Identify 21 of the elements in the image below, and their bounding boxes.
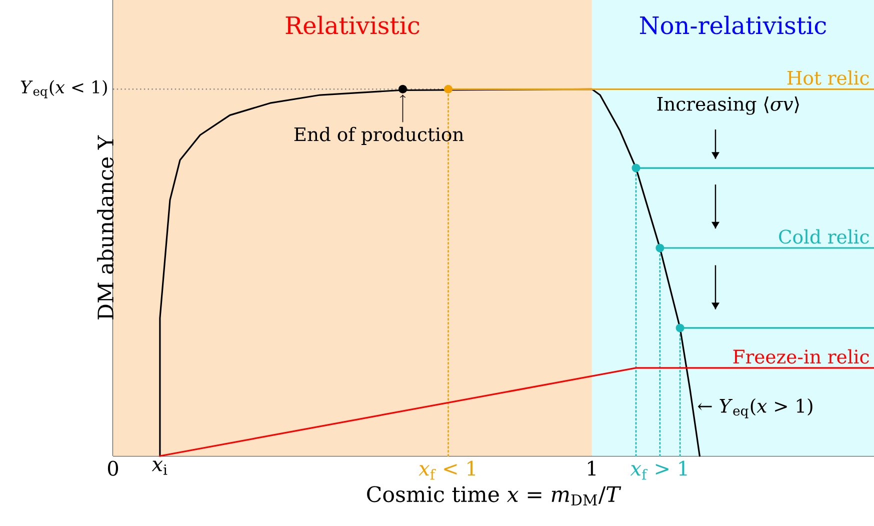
annotation: ← Y$_{eq}$(x > 1) <box>698 398 812 418</box>
series-label: Freeze-in relic <box>733 349 869 364</box>
y-axis-title: DM abundance Y <box>97 135 114 320</box>
point <box>398 84 408 94</box>
point <box>676 324 684 332</box>
band-label: Relativistic <box>286 16 420 34</box>
series-label: Cold relic <box>779 229 869 244</box>
x-tick-label: x$_{i}$ <box>152 460 168 475</box>
point <box>656 244 664 252</box>
x-tick-label: 1 <box>588 460 596 476</box>
x-tick-label: x$_{f}$ < 1 <box>418 460 476 480</box>
ref-line-label: Y$_{eq}$(x < 1) <box>20 80 107 98</box>
band-label: Non-relativistic <box>640 16 826 34</box>
x-tick-label: x$_{f}$ > 1 <box>630 460 687 480</box>
x-axis-title: Cosmic time x = m$_{DM}$/T <box>367 486 622 506</box>
point <box>632 164 640 172</box>
series-label: Hot relic <box>787 70 869 85</box>
annotation: Increasing ⟨σv⟩ <box>657 96 799 115</box>
point <box>444 84 453 94</box>
annotation: End of production <box>294 126 464 145</box>
x-tick-label: 0 <box>108 460 118 476</box>
